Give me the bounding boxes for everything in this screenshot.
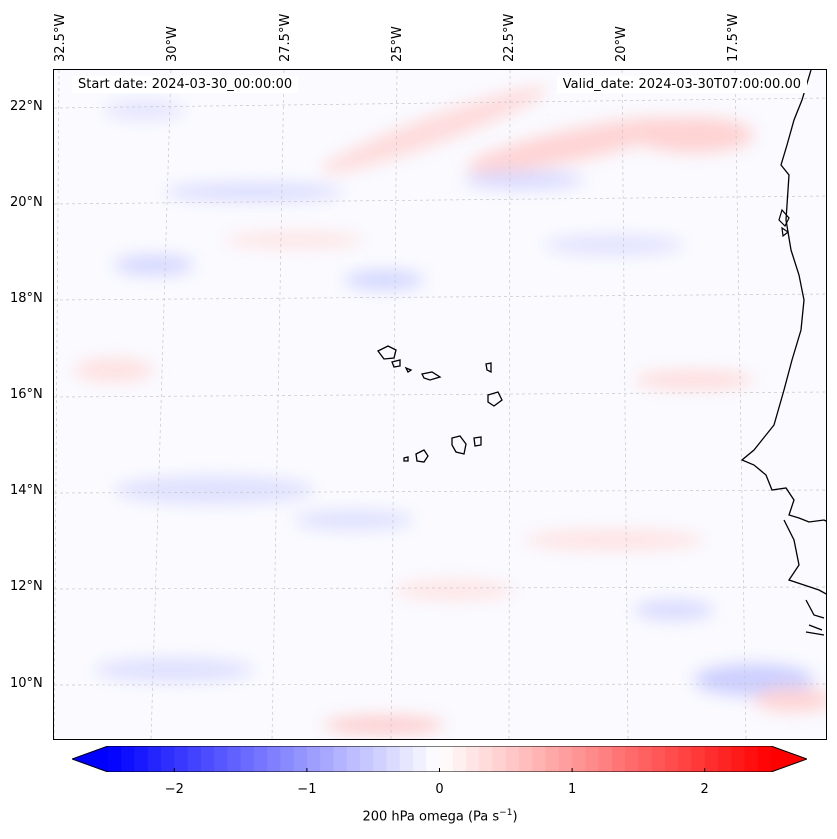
latitude-label: 12°N [10,579,43,594]
colorbar-tick-label: 1 [567,782,577,797]
colorbar-segment [452,746,467,772]
colorbar-segment [572,746,586,772]
colorbar-segment [306,746,321,772]
colorbar-segment [426,746,440,772]
colorbar-segment [545,746,560,772]
colorbar-segment [386,746,401,772]
colorbar-segment [174,746,189,772]
colorbar-segment [744,746,759,772]
latitude-label: 10°N [10,676,43,691]
colorbar-segment [492,746,507,772]
colorbar-segment [479,746,494,772]
colorbar-segment [161,746,175,772]
colorbar-segment [280,746,295,772]
colorbar-segment [638,746,653,772]
colorbar-segment [717,746,732,772]
colorbar-tick-label: 2 [700,782,709,797]
colorbar-segment [598,746,613,772]
omega-shading [74,86,826,734]
colorbar-segment [359,746,374,772]
colorbar-segment [399,746,414,772]
colorbar-tick-label: −2 [164,782,184,797]
colorbar-segment [757,746,772,772]
longitude-label: 20°W [614,26,629,62]
colorbar-segment [691,746,706,772]
longitude-label: 25°W [390,26,405,62]
longitude-label: 22.5°W [502,13,517,62]
cape-verde-islands [377,345,503,463]
colorbar-segment [293,746,308,772]
latitude-label: 18°N [10,291,43,306]
colorbar-segment [611,746,626,772]
colorbar-segment [532,746,547,772]
colorbar-segment [466,746,480,772]
colorbar [72,746,807,772]
colorbar-segment [625,746,639,772]
colorbar-segment [678,746,692,772]
colorbar-segment [333,746,348,772]
colorbar-segment [227,746,242,772]
longitude-label: 32.5°W [53,13,68,62]
colorbar-segment [346,746,361,772]
longitude-label: 27.5°W [278,13,293,62]
colorbar-segment [731,746,745,772]
colorbar-segment [267,746,281,772]
colorbar-segment [121,746,136,772]
colorbar-segment [585,746,600,772]
colorbar-label: 200 hPa omega (Pa s−1) [362,808,518,825]
colorbar-segment [651,746,666,772]
map-panel [53,69,827,740]
colorbar-segment [412,746,427,772]
colorbar-segment [439,746,454,772]
colorbar-segment [664,746,679,772]
latitude-label: 20°N [10,195,43,210]
colorbar-segment [558,746,573,772]
colorbar-segment [373,746,387,772]
africa-coastline [740,70,826,636]
colorbar-segment [320,746,334,772]
colorbar-min-extend [72,746,108,772]
valid-date-label: Valid_date: 2024-03-30T07:00:00.00 [556,76,807,93]
colorbar-segment [519,746,533,772]
colorbar-segment [200,746,215,772]
longitude-label: 17.5°W [726,13,741,62]
colorbar-tick-label: 0 [435,782,444,797]
latitude-label: 14°N [10,483,43,498]
latitude-label: 22°N [10,99,43,114]
latitude-label: 16°N [10,387,43,402]
start-date-label: Start date: 2024-03-30_00:00:00 [72,76,299,93]
omega-field [54,70,826,739]
colorbar-segment [108,746,122,772]
colorbar-segment [187,746,202,772]
colorbar-max-extend [771,746,807,772]
graticule [54,70,826,739]
colorbar-segment [147,746,162,772]
africa-islands [778,208,790,238]
colorbar-tick-label: −1 [297,782,317,797]
colorbar-segment [505,746,520,772]
colorbar-segment [704,746,719,772]
longitude-label: 30°W [165,26,180,62]
colorbar-segment [214,746,228,772]
colorbar-segment [240,746,255,772]
colorbar-segment [253,746,268,772]
colorbar-segment [134,746,149,772]
